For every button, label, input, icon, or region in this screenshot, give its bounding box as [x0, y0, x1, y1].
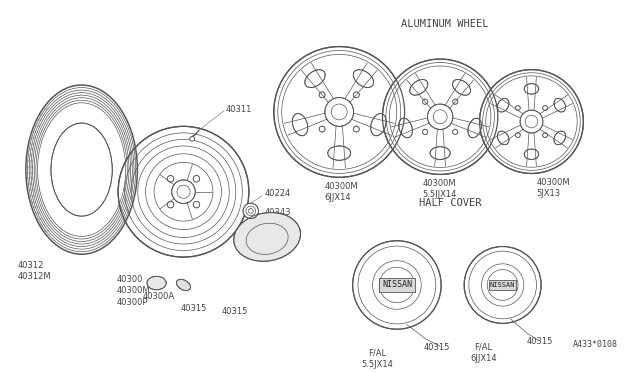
Circle shape: [118, 126, 249, 257]
Text: 40300
40300M
40300P: 40300 40300M 40300P: [116, 275, 150, 307]
Circle shape: [353, 241, 441, 329]
Text: F/AL
5.5JX14: F/AL 5.5JX14: [362, 349, 394, 369]
Circle shape: [167, 201, 174, 208]
Text: 40343: 40343: [264, 208, 291, 217]
Circle shape: [189, 137, 195, 141]
Ellipse shape: [353, 70, 374, 87]
Ellipse shape: [554, 98, 566, 112]
Text: 40300M
5JX13: 40300M 5JX13: [536, 178, 570, 198]
Text: ALUMINUM WHEEL: ALUMINUM WHEEL: [401, 19, 489, 29]
Circle shape: [193, 176, 200, 182]
Text: 40300M
6JJX14: 40300M 6JJX14: [325, 182, 358, 202]
FancyBboxPatch shape: [379, 278, 415, 292]
Circle shape: [520, 110, 543, 133]
Circle shape: [516, 106, 520, 110]
Circle shape: [543, 106, 547, 110]
Ellipse shape: [410, 80, 428, 95]
Ellipse shape: [430, 147, 451, 160]
Circle shape: [167, 176, 174, 182]
Circle shape: [172, 180, 195, 203]
FancyBboxPatch shape: [489, 280, 516, 291]
Circle shape: [422, 129, 428, 134]
Ellipse shape: [468, 118, 481, 138]
Text: 40300A: 40300A: [142, 292, 174, 301]
Ellipse shape: [497, 98, 509, 112]
Circle shape: [243, 203, 259, 219]
Circle shape: [422, 99, 428, 104]
Text: HALF COVER: HALF COVER: [419, 198, 481, 208]
Circle shape: [319, 92, 325, 98]
Circle shape: [193, 201, 200, 208]
Ellipse shape: [234, 212, 301, 261]
Text: 40311: 40311: [226, 105, 252, 113]
Circle shape: [353, 126, 359, 132]
Text: NISSAN: NISSAN: [382, 280, 412, 289]
Text: NISSAN: NISSAN: [490, 282, 515, 288]
Circle shape: [479, 70, 584, 173]
Text: F/AL
6JJX14: F/AL 6JJX14: [470, 343, 497, 363]
Ellipse shape: [554, 131, 566, 145]
Ellipse shape: [524, 84, 539, 94]
Ellipse shape: [305, 70, 325, 87]
Ellipse shape: [524, 149, 539, 160]
Ellipse shape: [328, 146, 351, 160]
Circle shape: [274, 46, 404, 177]
Ellipse shape: [177, 279, 191, 291]
Circle shape: [428, 104, 453, 129]
Ellipse shape: [51, 123, 112, 216]
Text: 40315: 40315: [527, 337, 553, 346]
Ellipse shape: [371, 113, 386, 136]
Circle shape: [353, 92, 359, 98]
Circle shape: [516, 133, 520, 138]
Circle shape: [452, 99, 458, 104]
Ellipse shape: [292, 113, 308, 136]
Ellipse shape: [399, 118, 412, 138]
Ellipse shape: [497, 131, 509, 145]
Ellipse shape: [452, 80, 470, 95]
Text: 40300M
5.5JJX14: 40300M 5.5JJX14: [423, 179, 457, 199]
Text: 40315: 40315: [180, 304, 207, 313]
Ellipse shape: [147, 276, 166, 290]
Circle shape: [543, 133, 547, 138]
Circle shape: [383, 59, 498, 174]
Text: A433*0108: A433*0108: [573, 340, 618, 349]
Text: 40315: 40315: [222, 307, 248, 316]
Circle shape: [325, 97, 354, 126]
Text: 40315: 40315: [424, 343, 450, 352]
Text: 40312
40312M: 40312 40312M: [17, 261, 51, 281]
Text: 40224: 40224: [264, 189, 291, 198]
Circle shape: [452, 129, 458, 134]
Circle shape: [464, 247, 541, 323]
Circle shape: [319, 126, 325, 132]
